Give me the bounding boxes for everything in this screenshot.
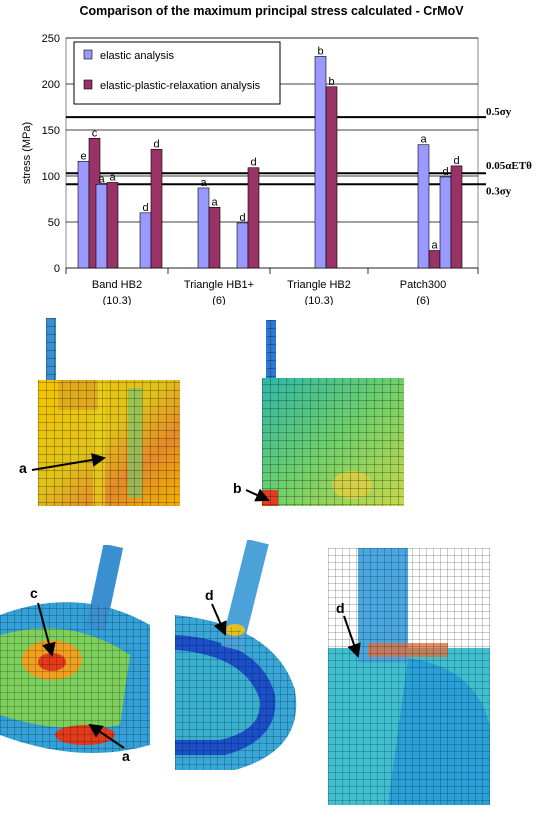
bar-elastic <box>139 212 152 269</box>
legend-label: elastic analysis <box>100 50 174 62</box>
legend-swatch <box>83 79 93 90</box>
bar-data-label: b <box>328 76 334 88</box>
bar-epr <box>208 206 221 269</box>
bar-elastic <box>439 176 452 269</box>
bar-epr <box>150 149 163 269</box>
bar-data-label: d <box>239 212 245 224</box>
bar-data-label: c <box>92 127 98 139</box>
bar-epr <box>247 167 260 269</box>
legend-box <box>73 41 281 105</box>
y-tick-label: 250 <box>42 33 60 45</box>
reference-line-label: 0.5σy <box>486 106 512 118</box>
y-tick-label: 200 <box>42 79 60 91</box>
callout-a-3d-left: a <box>122 748 130 764</box>
bar-elastic <box>197 187 210 269</box>
bar-epr <box>106 182 119 269</box>
x-tick-label: Triangle HB2 <box>287 279 351 291</box>
bar-epr <box>428 250 441 269</box>
bar-elastic <box>417 144 430 269</box>
bar-data-label: a <box>109 171 116 183</box>
bar-data-label: e <box>80 150 86 162</box>
fe-3d-view-left <box>0 545 160 765</box>
fe-section-view-right <box>262 320 404 506</box>
bar-data-label: a <box>200 177 207 189</box>
bar-epr <box>450 165 463 269</box>
bar-data-label: d <box>453 155 459 167</box>
x-tick-label: Patch300 <box>400 279 446 291</box>
y-axis-label: stress (MPa) <box>21 122 33 184</box>
y-tick-label: 100 <box>42 171 60 183</box>
x-tick-label-sub: (6) <box>416 295 429 305</box>
x-tick-label-sub: (6) <box>212 295 225 305</box>
bar-data-label: a <box>420 134 427 146</box>
legend-label: elastic-plastic-relaxation analysis <box>100 80 261 92</box>
y-tick-label: 0 <box>54 263 60 275</box>
callout-d-3d-right: d <box>336 600 345 616</box>
callout-c-3d-left: c <box>30 585 38 601</box>
bar-data-label: a <box>431 240 438 252</box>
legend-swatch <box>83 49 93 60</box>
bar-data-label: d <box>250 157 256 169</box>
y-tick-label: 50 <box>48 217 60 229</box>
bar-elastic <box>95 183 108 269</box>
stress-bar-chart: 0 50 100 150 200 250 stress (MPa) 0.5σy 0.05αETθ… <box>21 33 532 305</box>
bar-data-label: a <box>211 196 218 208</box>
reference-line-label: 0.3σy <box>486 185 512 197</box>
fe-3d-view-middle <box>175 540 315 770</box>
callout-b-section-right: b <box>233 480 242 496</box>
bar-elastic <box>314 56 327 269</box>
bar-data-label: d <box>442 166 448 178</box>
x-tick-label-sub: (10.3) <box>305 295 334 305</box>
bar-epr <box>325 86 338 269</box>
bar-elastic <box>77 160 90 269</box>
x-tick-label: Triangle HB1+ <box>184 279 254 291</box>
x-tick-label: Band HB2 <box>92 279 142 291</box>
bar-data-label: d <box>153 138 159 150</box>
callout-d-3d-middle: d <box>205 587 214 603</box>
bar-data-label: b <box>317 45 323 57</box>
bar-data-label: a <box>98 173 105 185</box>
bar-data-label: d <box>142 202 148 214</box>
fe-3d-view-right <box>328 548 490 805</box>
bar-elastic <box>236 222 249 269</box>
reference-line-label: 0.05αETθ <box>486 160 532 172</box>
callout-a-section-left: a <box>19 460 27 476</box>
x-tick-label-sub: (10.3) <box>103 295 132 305</box>
chart-title: Comparison of the maximum principal stre… <box>79 4 464 18</box>
y-tick-label: 150 <box>42 125 60 137</box>
fe-section-view-left <box>38 318 180 506</box>
